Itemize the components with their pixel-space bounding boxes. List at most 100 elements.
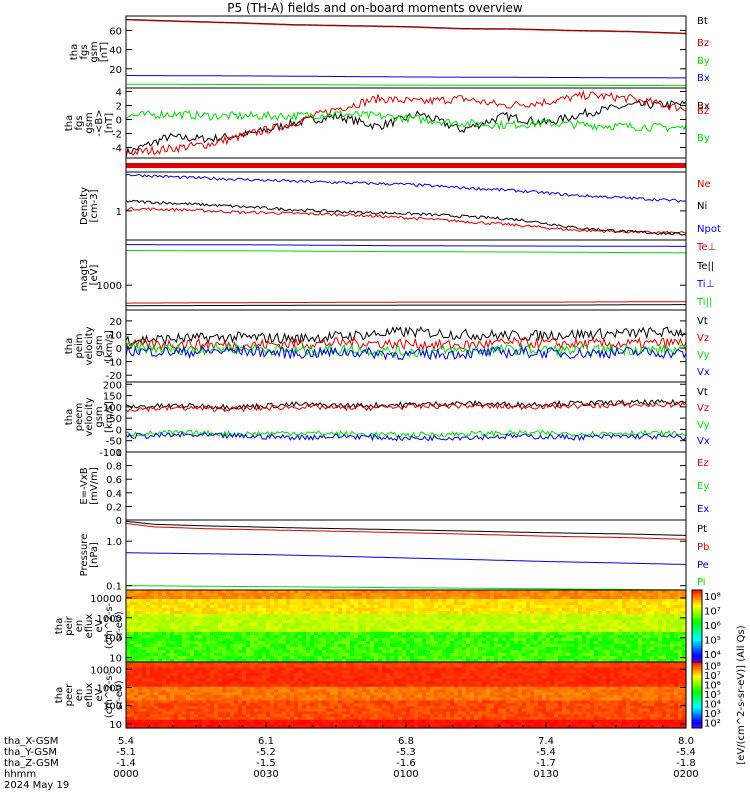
spectrogram-cell: [158, 700, 163, 704]
spectrogram-cell: [290, 684, 295, 688]
spectrogram-cell: [234, 692, 239, 696]
spectrogram-cell: [238, 719, 243, 724]
spectrogram-cell: [190, 697, 195, 702]
spectrogram-cell: [218, 644, 223, 648]
spectrogram-cell: [298, 717, 303, 721]
spectrogram-cell: [146, 662, 151, 666]
spectrogram-cell: [146, 590, 151, 594]
spectrogram-cell: [130, 692, 135, 696]
spectrogram-cell: [214, 641, 219, 645]
spectrogram-cell: [442, 635, 447, 639]
spectrogram-cell: [674, 614, 679, 618]
spectrogram-cell: [434, 653, 439, 657]
spectrogram-cell: [130, 711, 135, 715]
spectrogram-cell: [406, 623, 411, 627]
spectrogram-cell: [634, 641, 639, 645]
spectrogram-cell: [342, 620, 347, 624]
spectrogram-cell: [602, 626, 607, 630]
spectrogram-cell: [310, 593, 315, 597]
spectrogram-cell: [266, 647, 271, 651]
spectrogram-cell: [458, 629, 463, 633]
spectrogram-cell: [338, 611, 343, 615]
spectrogram-cell: [326, 599, 331, 603]
spectrogram-cell: [398, 641, 403, 645]
spectrogram-cell: [334, 722, 339, 726]
spectrogram-cell: [362, 623, 367, 627]
spectrogram-cell: [314, 664, 319, 669]
spectrogram-cell: [378, 605, 383, 609]
spectrogram-cell: [242, 717, 247, 721]
spectrogram-cell: [314, 659, 319, 663]
spectrogram-cell: [586, 650, 591, 654]
spectrogram-cell: [194, 673, 199, 677]
p2-ylabel-line: fgs: [74, 115, 85, 130]
spectrogram-cell: [570, 593, 575, 597]
spectrogram-cell: [286, 632, 291, 636]
spectrogram-cell: [142, 623, 147, 627]
spectrogram-cell: [374, 629, 379, 633]
spectrogram-cell: [174, 647, 179, 651]
spectrogram-cell: [330, 623, 335, 627]
spectrogram-cell: [310, 714, 315, 718]
spectrogram-cell: [590, 620, 595, 624]
spectrogram-cell: [170, 700, 175, 704]
spectrogram-cell: [302, 620, 307, 624]
spectrogram-cell: [238, 608, 243, 612]
spectrogram-cell: [178, 722, 183, 726]
spectrogram-cell: [622, 632, 627, 636]
spectrogram-cell: [514, 653, 519, 657]
colorbar-cell: [692, 602, 702, 605]
spectrogram-cell: [594, 596, 599, 600]
spectrogram-cell: [674, 590, 679, 594]
spectrogram-cell: [218, 635, 223, 639]
spectrogram-cell: [162, 656, 167, 660]
spectrogram-cell: [322, 706, 327, 710]
spectrogram-cell: [354, 605, 359, 609]
spectrogram-cell: [478, 659, 483, 663]
spectrogram-cell: [190, 689, 195, 693]
spectrogram-cell: [230, 641, 235, 645]
spectrogram-cell: [142, 662, 147, 666]
spectrogram-cell: [518, 605, 523, 609]
spectrogram-cell: [134, 700, 139, 704]
spectrogram-cell: [130, 644, 135, 648]
spectrogram-cell: [154, 623, 159, 627]
spectrogram-cell: [358, 644, 363, 648]
spectrogram-cell: [598, 650, 603, 654]
p5-ylabel-line: [eV]: [89, 265, 100, 286]
spectrogram-cell: [458, 602, 463, 606]
spectrogram-cell: [526, 629, 531, 633]
spectrogram-cell: [606, 653, 611, 657]
spectrogram-cell: [450, 608, 455, 612]
spectrogram-cell: [498, 632, 503, 636]
spectrogram-cell: [126, 681, 131, 685]
spectrogram-cell: [650, 647, 655, 651]
spectrogram-cell: [250, 653, 255, 657]
p2-ylabel-line: -<B>: [94, 109, 105, 136]
p4-ytick-label: 1: [116, 207, 122, 218]
spectrogram-cell: [550, 641, 555, 645]
spectrogram-cell: [138, 629, 143, 633]
spectrogram-cell: [650, 659, 655, 663]
spectrogram-cell: [130, 681, 135, 685]
spectrogram-cell: [330, 711, 335, 715]
spectrogram-cell: [646, 614, 651, 618]
spectrogram-cell: [374, 602, 379, 606]
spectrogram-cell: [410, 623, 415, 627]
spectrogram-cell: [574, 620, 579, 624]
spectrogram-cell: [278, 692, 283, 696]
p7-series-vx: [125, 431, 687, 442]
spectrogram-cell: [610, 611, 615, 615]
spectrogram-cell: [350, 670, 355, 674]
spectrogram-cell: [626, 620, 631, 624]
spectrogram-cell: [134, 650, 139, 654]
spectrogram-cell: [126, 711, 131, 715]
spectrogram-cell: [478, 614, 483, 618]
spectrogram-cell: [606, 611, 611, 615]
spectrogram-cell: [158, 692, 163, 696]
spectrogram-cell: [206, 670, 211, 674]
spectrogram-cell: [254, 670, 259, 674]
spectrogram-cell: [250, 664, 255, 669]
spectrogram-cell: [602, 599, 607, 603]
spectrogram-cell: [566, 620, 571, 624]
